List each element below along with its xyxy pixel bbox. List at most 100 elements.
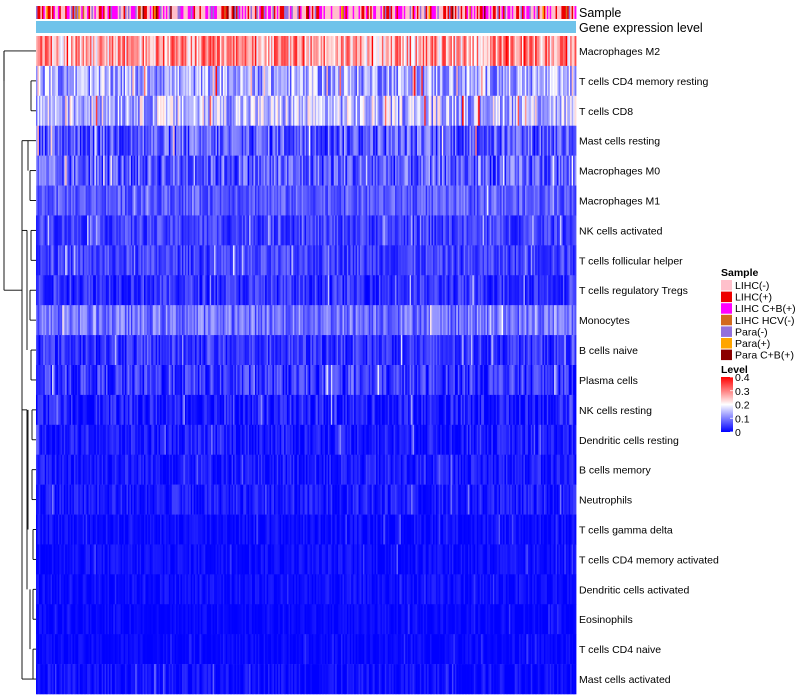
heatmap-cell [215, 305, 218, 336]
heatmap-cell [295, 365, 298, 396]
heatmap-cell [457, 275, 460, 306]
heatmap-cell [193, 394, 196, 426]
heatmap-cell [314, 65, 317, 97]
heatmap-cell [383, 155, 386, 186]
heatmap-cell [38, 95, 41, 127]
heatmap-cell [522, 305, 524, 336]
heatmap-cell [346, 365, 349, 396]
heatmap-cell [313, 36, 316, 67]
heatmap-cell [498, 365, 501, 396]
heatmap-cell [511, 245, 514, 276]
heatmap-cell [291, 65, 294, 97]
heatmap-cell [212, 365, 215, 396]
heatmap-cell [127, 155, 130, 186]
heatmap-cell [304, 125, 307, 156]
heatmap-cell [168, 65, 171, 97]
heatmap-cell [470, 215, 473, 246]
heatmap-cell [460, 335, 463, 366]
heatmap-cell [409, 65, 412, 97]
heatmap-cell [303, 125, 305, 156]
heatmap-cell [189, 95, 192, 127]
heatmap-cell [503, 185, 505, 216]
heatmap-cell [303, 95, 305, 127]
heatmap-cell [60, 95, 63, 127]
heatmap-cell [108, 125, 111, 156]
heatmap-cell [90, 245, 92, 276]
heatmap-cell [164, 155, 167, 186]
heatmap-cell [235, 95, 238, 127]
heatmap-cell [360, 155, 362, 186]
heatmap-cell [266, 245, 269, 276]
heatmap-cell [320, 245, 323, 276]
heatmap-cell [281, 155, 284, 186]
heatmap-cell [476, 36, 479, 67]
heatmap-cell [476, 305, 479, 336]
heatmap-cell [497, 125, 500, 156]
heatmap-cell [212, 125, 215, 156]
heatmap-cell [196, 155, 199, 186]
heatmap-cell [301, 365, 304, 396]
heatmap-cell [260, 155, 263, 186]
heatmap-cell [40, 335, 43, 366]
heatmap-cell [144, 305, 146, 336]
heatmap-cell [50, 95, 53, 127]
heatmap-cell [174, 394, 177, 426]
heatmap-cell [415, 155, 418, 186]
heatmap-cell [351, 275, 354, 306]
heatmap-cell [332, 335, 335, 366]
heatmap-cell [520, 65, 523, 97]
heatmap-cell [551, 125, 554, 156]
heatmap-cell [514, 215, 517, 246]
heatmap-cell [144, 394, 146, 426]
heatmap-cell [419, 275, 422, 306]
heatmap-cell [443, 155, 446, 186]
heatmap-cell [390, 215, 393, 246]
heatmap-cell [462, 335, 465, 366]
sample-annotation-cell [402, 6, 405, 19]
heatmap-cell [179, 335, 181, 366]
heatmap-cell [122, 185, 124, 216]
sample-annotation-cell [181, 6, 184, 19]
heatmap-cell [184, 185, 187, 216]
heatmap-cell [501, 95, 504, 127]
heatmap-cell [249, 36, 251, 67]
heatmap-cell [98, 65, 101, 97]
heatmap-cell [383, 335, 386, 366]
heatmap-cell [233, 245, 235, 276]
heatmap-cell [489, 155, 492, 186]
heatmap-cell [273, 335, 276, 366]
heatmap-cell [98, 305, 101, 336]
heatmap-cell [199, 305, 202, 336]
heatmap-cell [540, 245, 543, 276]
heatmap-cell [522, 275, 524, 306]
heatmap-cell [288, 245, 291, 276]
heatmap-cell [59, 65, 62, 97]
heatmap-cell [206, 65, 209, 97]
heatmap-cell [571, 365, 574, 396]
heatmap-cell [101, 125, 104, 156]
heatmap-cell [230, 305, 232, 336]
heatmap-cell [412, 335, 415, 366]
heatmap-cell [76, 245, 79, 276]
heatmap-cell [307, 275, 310, 306]
heatmap-cell [301, 65, 304, 97]
heatmap-cell [345, 95, 348, 127]
heatmap-cell [513, 245, 516, 276]
sample-annotation-cell [508, 6, 511, 19]
heatmap-cell [162, 155, 165, 186]
heatmap-cell [297, 125, 300, 156]
sample-annotation-cell [192, 6, 195, 19]
heatmap-cell [342, 215, 345, 246]
heatmap-cell [546, 335, 549, 366]
heatmap-cell [250, 125, 253, 156]
heatmap-cell [459, 36, 462, 67]
heatmap-cell [176, 275, 178, 306]
heatmap-cell [555, 95, 558, 127]
heatmap-cell [384, 185, 387, 216]
heatmap-cell [539, 65, 542, 97]
heatmap-cell [117, 394, 120, 426]
heatmap-cell [449, 305, 451, 336]
heatmap-cell [196, 125, 199, 156]
heatmap-cell [381, 365, 384, 396]
heatmap-cell [393, 155, 396, 186]
